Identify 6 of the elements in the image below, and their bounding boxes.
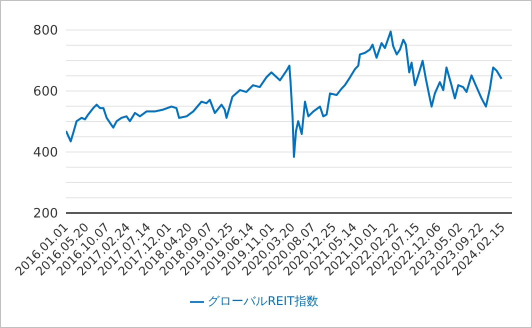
- y-tick-label: 800: [33, 24, 58, 39]
- y-tick-label: 400: [33, 146, 58, 161]
- y-tick-label: 200: [33, 206, 58, 222]
- y-tick-label: 600: [33, 84, 58, 100]
- legend-label: グローバルREIT指数: [208, 294, 318, 308]
- line-series: [66, 30, 503, 158]
